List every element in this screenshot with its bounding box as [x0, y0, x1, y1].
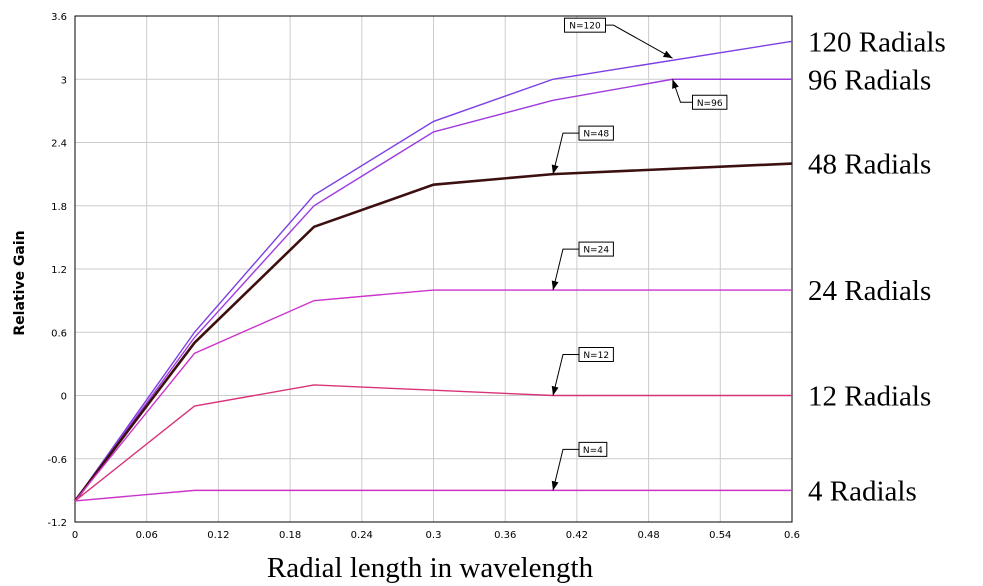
callout-box	[692, 94, 728, 110]
series-line-n-120	[74, 40, 793, 502]
callout-n-96: N=96	[672, 79, 728, 110]
callout-label: N=12	[583, 351, 609, 361]
callout-arrowhead	[551, 164, 559, 175]
x-tick-label: 0.18	[279, 530, 301, 541]
callout-leader	[605, 24, 673, 59]
callouts: N=120 N=96 N=48 N=24 N=12 N=4	[551, 17, 728, 491]
y-tick-label: 0.6	[51, 328, 67, 339]
y-axis-ticks: -1.2 -0.6 0 0.6 1.2 1.8 2.4 3 3.6	[47, 12, 67, 529]
callout-arrowhead	[551, 385, 559, 396]
right-label-n-96: 96 Radials	[808, 64, 931, 96]
y-tick-label: 1.8	[51, 202, 67, 213]
y-tick-label: 2.4	[51, 139, 67, 150]
right-label-n-120: 120 Radials	[808, 26, 946, 58]
y-tick-label: -1.2	[47, 518, 67, 529]
y-tick-label: 0	[61, 392, 67, 403]
callout-label: N=4	[583, 446, 603, 456]
callout-box	[564, 17, 606, 33]
series-line-n-48	[73, 162, 793, 502]
x-tick-label: 0.48	[637, 530, 659, 541]
series-line-n-4	[74, 489, 792, 502]
x-tick-label: 0.06	[136, 530, 158, 541]
series-line-n-24	[74, 289, 792, 502]
callout-leader	[552, 132, 579, 175]
callout-box	[578, 241, 614, 257]
grid	[74, 15, 793, 523]
callout-leader	[552, 448, 579, 491]
right-label-n-4: 4 Radials	[808, 475, 917, 507]
y-tick-label: 3	[61, 75, 67, 86]
x-axis-ticks: 0 0.06 0.12 0.18 0.24 0.3 0.36 0.42 0.48 0.54 0.6	[72, 530, 800, 541]
callout-n-48: N=48	[551, 125, 614, 175]
callout-label: N=24	[583, 246, 609, 256]
callout-arrowhead	[672, 79, 679, 89]
x-axis-label: Radial length in wavelength	[267, 552, 594, 584]
y-axis-label: Relative Gain	[12, 230, 28, 335]
x-tick-label: 0.24	[351, 530, 373, 541]
callout-leader	[672, 79, 693, 103]
callout-arrowhead	[551, 280, 559, 291]
x-tick-label: 0.6	[784, 530, 800, 541]
x-tick-label: 0.36	[494, 530, 516, 541]
callout-label: N=120	[569, 22, 601, 32]
y-tick-label: 1.2	[51, 265, 67, 276]
x-tick-label: 0	[72, 530, 78, 541]
callout-arrowhead	[662, 50, 673, 59]
callout-label: N=48	[583, 130, 609, 140]
callout-n-12: N=12	[551, 347, 614, 396]
callout-box	[578, 125, 614, 141]
callout-box	[578, 347, 614, 362]
x-tick-label: 0.42	[566, 530, 588, 541]
x-tick-label: 0.54	[709, 530, 731, 541]
x-tick-label: 0.12	[207, 530, 229, 541]
y-tick-label: 3.6	[51, 12, 67, 23]
series-line-n-12	[74, 384, 792, 502]
callout-box	[578, 441, 608, 457]
right-label-n-24: 24 Radials	[808, 275, 931, 307]
right-label-n-48: 48 Radials	[808, 149, 931, 181]
right-labels: 120 Radials 96 Radials 48 Radials 24 Radial…	[808, 26, 946, 507]
plot-frame	[74, 15, 793, 523]
callout-n-24: N=24	[551, 241, 614, 291]
callout-arrowhead	[551, 480, 559, 491]
callout-leader	[552, 354, 579, 396]
callout-label: N=96	[697, 99, 723, 109]
x-tick-label: 0.3	[426, 530, 442, 541]
callout-n-4: N=4	[551, 441, 608, 491]
callout-leader	[552, 248, 579, 291]
callout-n-120: N=120	[564, 17, 673, 59]
y-tick-label: -0.6	[47, 455, 67, 466]
right-label-n-12: 12 Radials	[808, 381, 931, 413]
